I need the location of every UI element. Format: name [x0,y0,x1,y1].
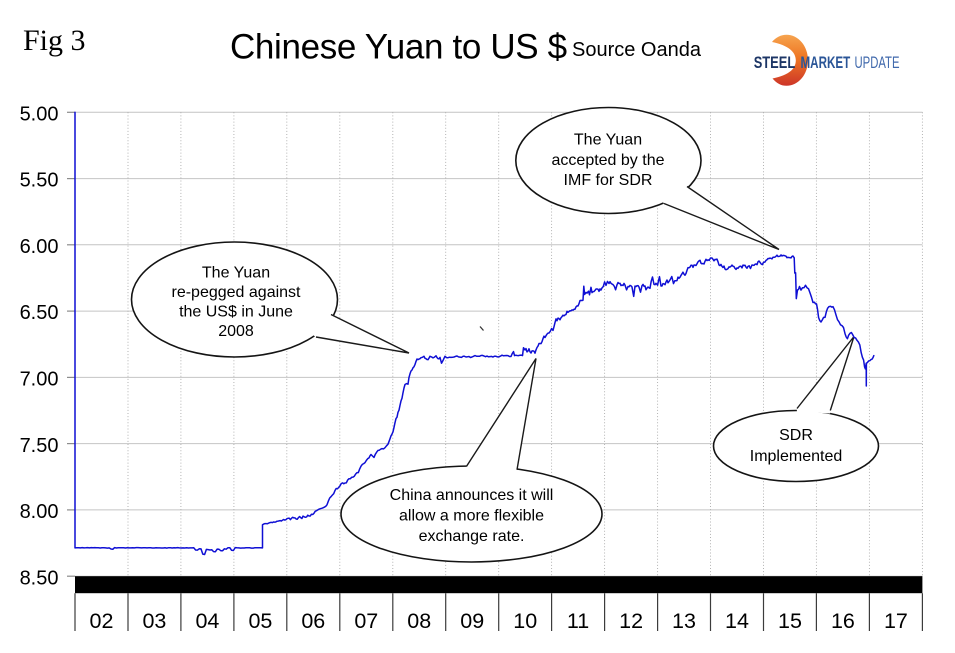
svg-text:8.50: 8.50 [20,567,59,589]
svg-text:14: 14 [725,609,749,633]
svg-text:07: 07 [354,609,378,633]
svg-text:The Yuan: The Yuan [202,265,270,282]
svg-text:12: 12 [619,609,643,633]
svg-text:06: 06 [301,609,325,633]
svg-text:8.00: 8.00 [20,501,59,523]
svg-text:5.50: 5.50 [20,170,59,192]
svg-text:Fig 3: Fig 3 [23,24,86,57]
svg-text:17: 17 [884,609,908,633]
svg-text:China announces it will: China announces it will [390,487,554,504]
svg-text:Source Oanda: Source Oanda [572,39,702,61]
svg-text:Implemented: Implemented [750,448,843,465]
svg-text:09: 09 [460,609,484,633]
svg-text:16: 16 [831,609,855,633]
svg-text:the US$ in June: the US$ in June [179,304,293,321]
svg-text:exchange rate.: exchange rate. [419,528,525,545]
svg-text:02: 02 [90,609,114,633]
svg-text:04: 04 [195,609,219,633]
svg-text:re-pegged against: re-pegged against [172,284,302,301]
svg-text:08: 08 [407,609,431,633]
svg-text:15: 15 [778,609,802,633]
svg-text:SDR: SDR [779,427,813,444]
svg-text:05: 05 [248,609,272,633]
svg-text:UPDATE: UPDATE [855,53,900,72]
svg-text:IMF for SDR: IMF for SDR [564,172,653,189]
svg-text:The Yuan: The Yuan [574,132,642,149]
svg-text:Chinese Yuan to US $: Chinese Yuan to US $ [230,28,567,67]
svg-text:2008: 2008 [218,323,254,340]
svg-text:11: 11 [567,609,589,633]
svg-text:5.00: 5.00 [20,103,59,125]
svg-text:allow a more flexible: allow a more flexible [399,508,544,525]
svg-text:STEEL: STEEL [754,53,796,72]
svg-text:13: 13 [672,609,696,633]
svg-text:7.00: 7.00 [20,369,59,391]
svg-text:7.50: 7.50 [20,435,59,457]
svg-text:6.00: 6.00 [20,236,59,258]
svg-text:10: 10 [513,609,537,633]
svg-text:6.50: 6.50 [20,302,59,324]
svg-text:03: 03 [142,609,166,633]
svg-text:MARKET: MARKET [801,53,851,72]
svg-text:accepted by the: accepted by the [552,152,665,169]
